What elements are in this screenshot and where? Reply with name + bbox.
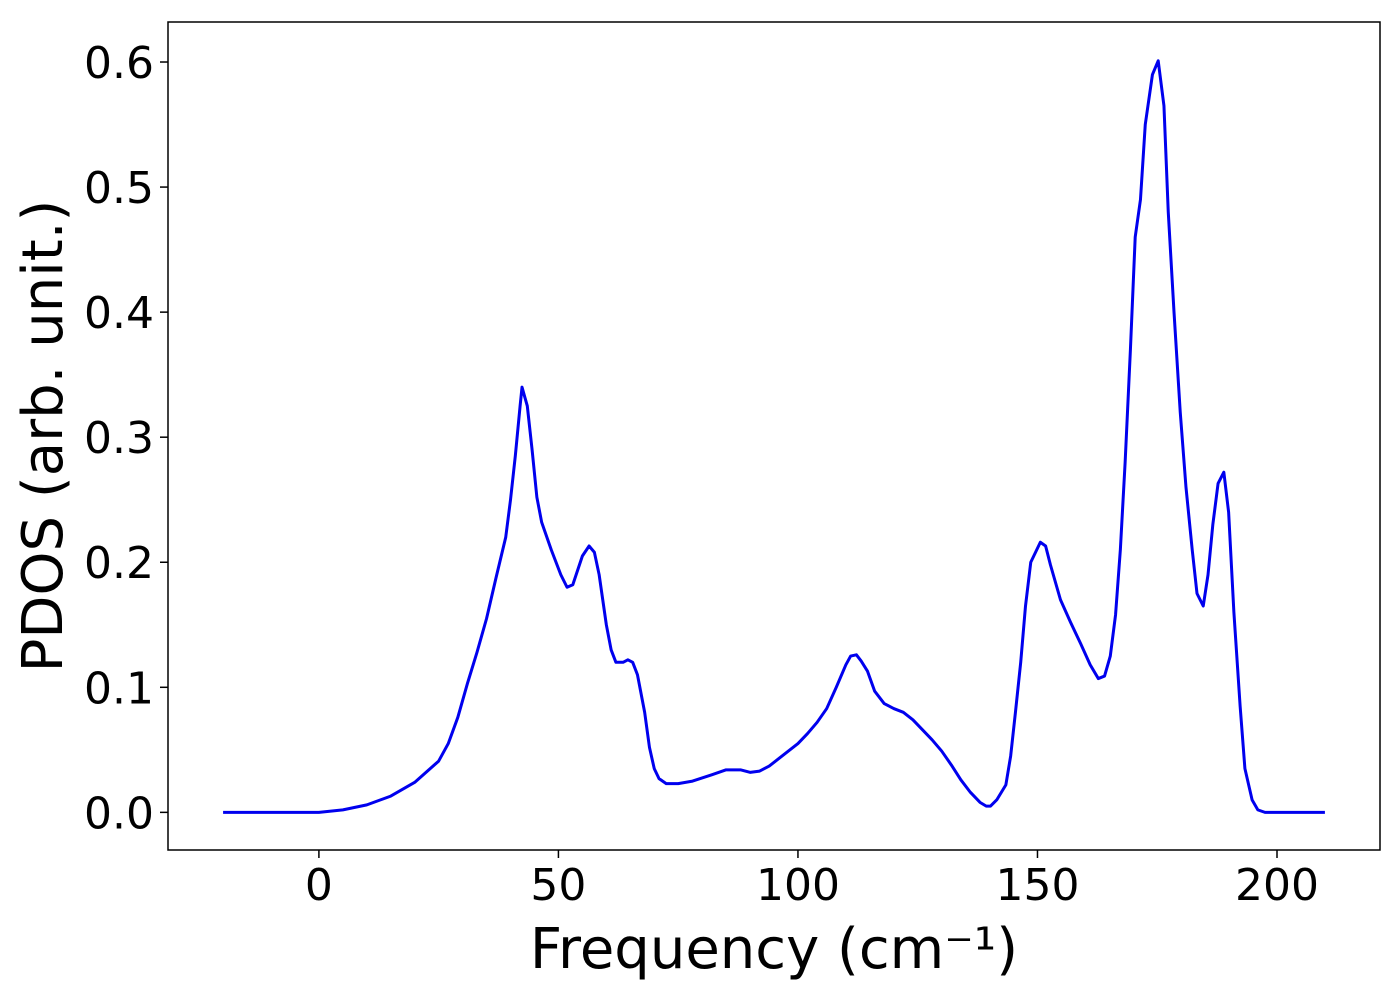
x-tick-label: 150 <box>995 860 1079 911</box>
x-tick-label: 50 <box>530 860 586 911</box>
y-tick-label: 0.1 <box>84 663 154 714</box>
x-tick-label: 200 <box>1235 860 1319 911</box>
plot-frame <box>167 21 1381 851</box>
x-axis-label: Frequency (cm⁻¹) <box>530 917 1018 982</box>
y-axis-label: PDOS (arb. unit.) <box>11 200 76 673</box>
x-tick-label: 0 <box>305 860 333 911</box>
x-tick-label: 100 <box>756 860 840 911</box>
data-line <box>223 59 1325 814</box>
y-tick-label: 0.3 <box>84 413 154 464</box>
y-tick-label: 0.0 <box>84 788 154 839</box>
y-tick-label: 0.6 <box>84 38 154 89</box>
y-tick-label: 0.4 <box>84 288 154 339</box>
y-tick-label: 0.5 <box>84 163 154 214</box>
y-tick-label: 0.2 <box>84 538 154 589</box>
